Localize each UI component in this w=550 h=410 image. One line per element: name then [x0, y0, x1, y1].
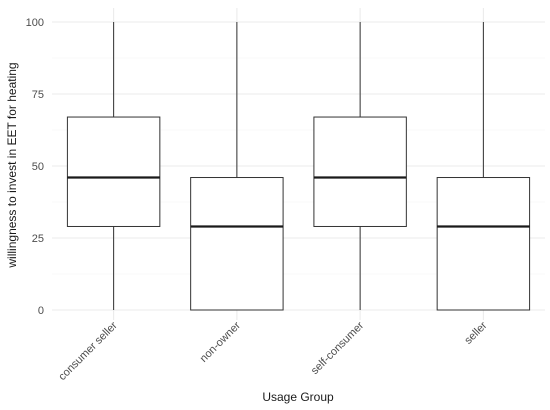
- x-tick-label: non-owner: [198, 319, 243, 364]
- y-tick-label: 25: [32, 233, 44, 245]
- y-tick-label: 100: [26, 17, 44, 29]
- box-0: [66, 22, 161, 310]
- box-iqr: [313, 116, 407, 227]
- box-iqr: [436, 177, 531, 311]
- x-tick-label: consumer seller: [56, 319, 120, 383]
- box-2: [313, 22, 407, 310]
- x-axis-title: Usage Group: [262, 390, 334, 404]
- y-tick-label: 75: [32, 89, 44, 101]
- box-iqr: [66, 116, 161, 227]
- x-tick-label: seller: [462, 319, 489, 346]
- box-layer: [66, 22, 531, 311]
- box-1: [190, 22, 284, 311]
- box-iqr: [190, 177, 284, 311]
- box-3: [436, 22, 531, 311]
- y-tick-label: 0: [38, 305, 44, 317]
- x-tick-label: self-consumer: [309, 319, 367, 377]
- y-tick-label: 50: [32, 161, 44, 173]
- y-axis-title: willingness to invest in EET for heating: [5, 62, 19, 268]
